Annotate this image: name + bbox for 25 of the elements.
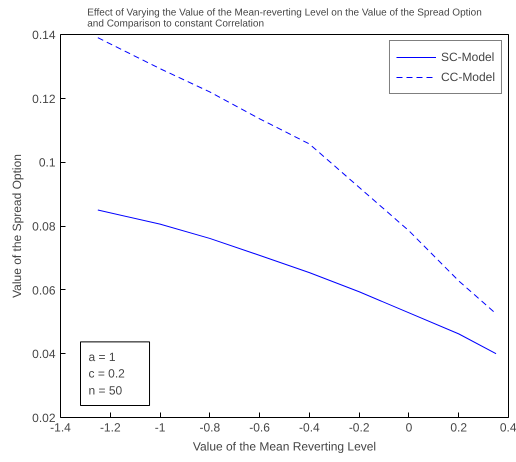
y-tick-label: 0.08	[32, 220, 56, 234]
x-tick-label: 0	[406, 420, 413, 434]
y-tick-label: 0.12	[32, 92, 56, 106]
x-tick-label: -0.8	[199, 420, 220, 434]
line-series	[97, 210, 497, 354]
y-tick-label: 0.14	[32, 28, 56, 42]
x-tick-label: -1.2	[100, 420, 121, 434]
annotation: a = 1	[88, 350, 116, 364]
x-axis-title: Value of the Mean Reverting Level	[192, 440, 376, 454]
x-tick-label: -0.4	[299, 420, 320, 434]
x-tick-label: -1	[154, 420, 166, 434]
y-tick-label: 0.04	[32, 347, 56, 362]
annotation: c = 0.2	[88, 366, 126, 381]
line-series	[97, 37, 497, 314]
chart-title: Effect of Varying the Value of the Mean-reverting Level on the Value of the Spread Option and Comparison to constant Correlation	[87, 8, 482, 30]
x-tick-label: 0.2	[450, 420, 468, 434]
x-tick-label: 0.4	[500, 420, 516, 434]
annotation: n = 50	[88, 384, 123, 398]
legend-label: CC-Model	[440, 70, 495, 84]
y-tick-label: 0.06	[32, 283, 56, 298]
y-axis-title: Value of the Spread Option	[10, 154, 24, 298]
x-tick-label: -0.6	[249, 420, 270, 434]
x-tick-label: -0.2	[348, 420, 370, 434]
legend-label: SC-Model	[440, 50, 494, 64]
y-tick-label: 0.1	[38, 156, 56, 170]
